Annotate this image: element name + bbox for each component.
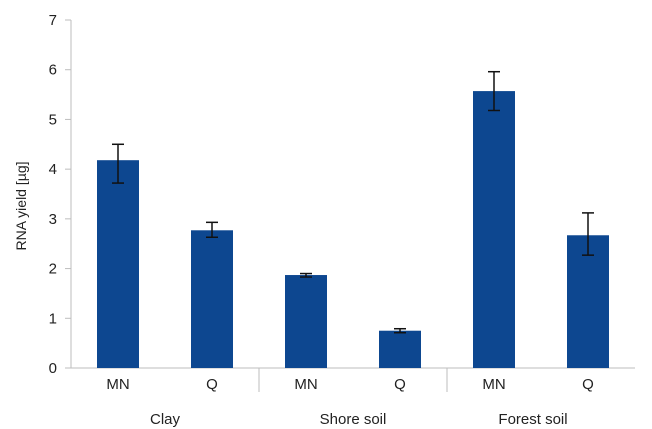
bars	[97, 91, 609, 368]
y-tick-label: 0	[49, 360, 57, 377]
bar	[473, 91, 515, 368]
x-group-label: Shore soil	[320, 411, 387, 428]
x-category-label: MN	[106, 376, 129, 393]
y-axis: 0 1 2 3 4 5 6 7	[49, 12, 72, 377]
bar	[191, 230, 233, 368]
bar	[97, 160, 139, 368]
bar	[285, 275, 327, 368]
x-category-label: Q	[582, 376, 594, 393]
y-tick-label: 5	[49, 111, 57, 128]
y-tick-label: 4	[49, 161, 57, 178]
y-axis-label: RNA yield [µg]	[13, 162, 29, 251]
y-tick-label: 7	[49, 12, 57, 29]
y-tick-label: 3	[49, 211, 57, 228]
category-labels: MN Q MN Q MN Q Clay Shore soil Forest soil	[106, 376, 594, 428]
x-category-label: MN	[482, 376, 505, 393]
x-group-label: Forest soil	[498, 411, 567, 428]
bar	[567, 235, 609, 368]
y-tick-label: 6	[49, 62, 57, 79]
y-tick-label: 1	[49, 310, 57, 327]
x-axis	[71, 367, 635, 392]
error-bars	[112, 70, 594, 334]
bar	[379, 330, 421, 368]
x-category-label: Q	[394, 376, 406, 393]
x-category-label: MN	[294, 376, 317, 393]
x-category-label: Q	[206, 376, 218, 393]
y-tick-label: 2	[49, 261, 57, 278]
x-group-label: Clay	[150, 411, 181, 428]
